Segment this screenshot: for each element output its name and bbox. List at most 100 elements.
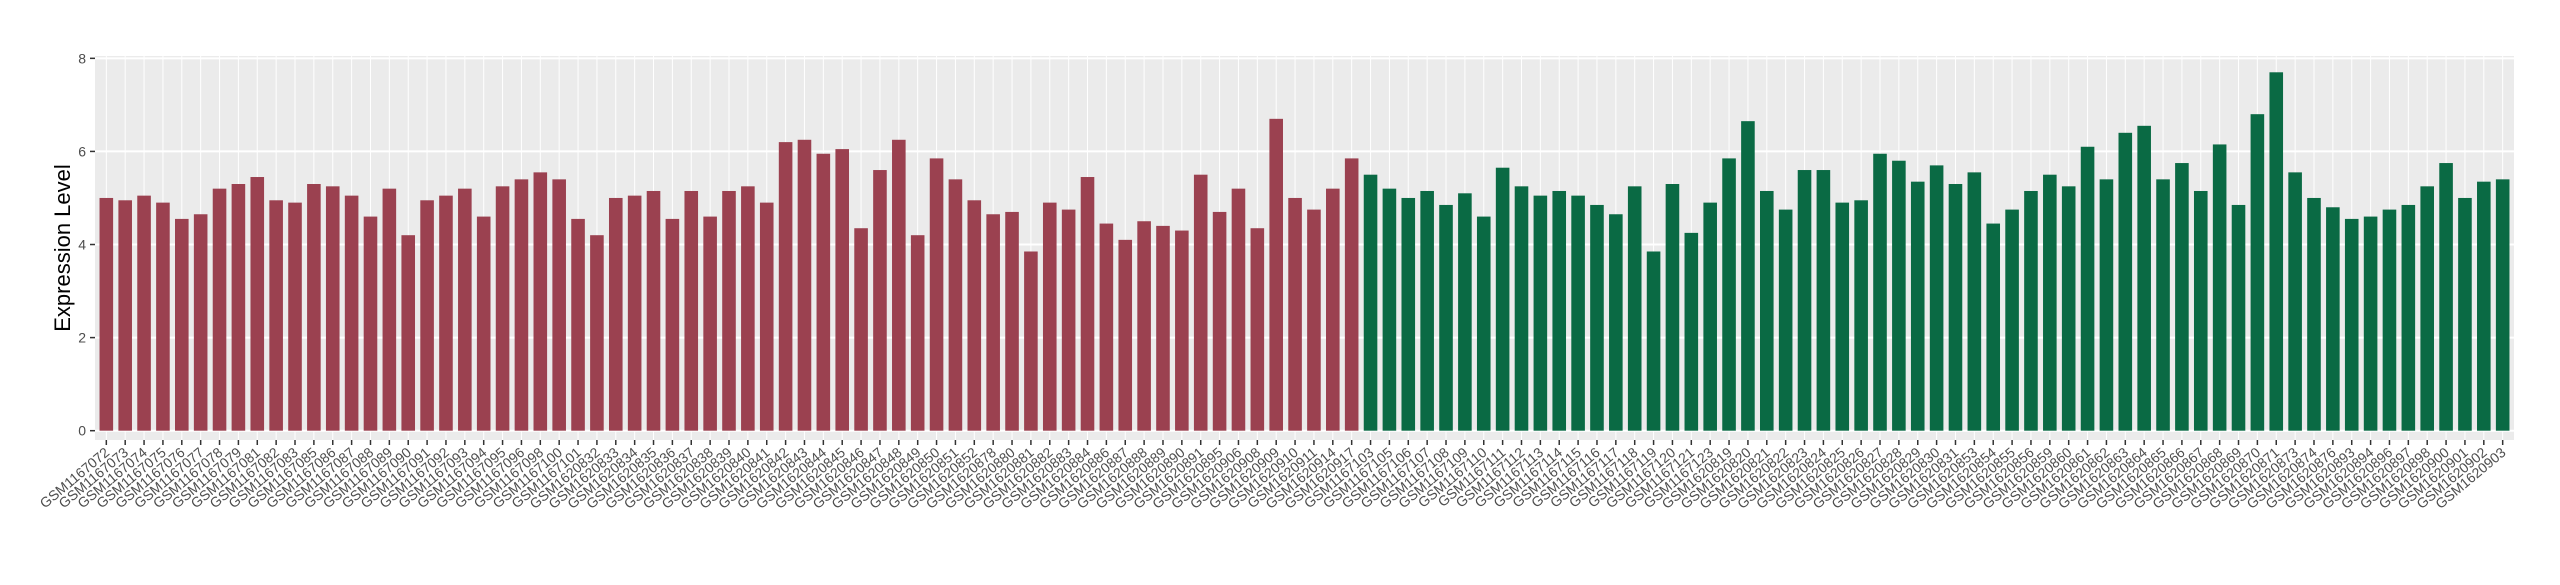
bar xyxy=(2212,144,2227,431)
bar xyxy=(1967,172,1982,431)
bar xyxy=(2024,190,2038,431)
bar xyxy=(2061,186,2076,431)
bar xyxy=(1722,158,1736,431)
bar xyxy=(250,177,265,431)
bar xyxy=(118,200,132,431)
bar xyxy=(2401,204,2416,431)
bar xyxy=(476,216,491,431)
bar xyxy=(1401,197,1416,431)
bar xyxy=(854,228,868,431)
bar xyxy=(816,153,831,431)
bar xyxy=(892,139,906,431)
bar xyxy=(684,190,699,431)
bar xyxy=(231,184,246,431)
y-tick-label: 4 xyxy=(78,237,86,253)
bar xyxy=(2344,218,2359,431)
bar xyxy=(2005,209,2019,431)
bar xyxy=(1646,251,1661,431)
bar xyxy=(967,200,982,431)
bar xyxy=(99,197,114,431)
bar xyxy=(2363,216,2378,431)
bar xyxy=(1061,209,1076,431)
bar xyxy=(1250,228,1265,431)
bar xyxy=(2043,174,2057,431)
bar xyxy=(1929,165,1944,431)
bar xyxy=(2099,179,2114,431)
bar xyxy=(533,172,548,431)
bar xyxy=(1854,200,1868,431)
bar xyxy=(1665,184,1680,431)
bar xyxy=(608,197,623,431)
bar xyxy=(910,235,925,431)
bar xyxy=(835,149,850,431)
bar xyxy=(1363,174,1378,431)
bar xyxy=(571,218,585,431)
bar xyxy=(1495,167,1510,431)
bar xyxy=(2193,190,2208,431)
bar xyxy=(797,139,812,431)
bar xyxy=(2250,114,2265,431)
bar xyxy=(665,218,680,431)
bar xyxy=(156,202,170,431)
bar xyxy=(1193,174,1208,431)
bar xyxy=(1948,184,1963,431)
bar xyxy=(1571,195,1585,431)
bar xyxy=(1703,202,1717,431)
bar xyxy=(1910,181,1925,431)
bar xyxy=(1797,170,1812,431)
bar xyxy=(1552,190,1567,431)
y-tick-label: 6 xyxy=(78,143,86,159)
bar xyxy=(1778,209,1793,431)
bar xyxy=(1175,230,1189,431)
bar xyxy=(1458,193,1472,431)
bar xyxy=(307,184,321,431)
bar xyxy=(1326,188,1340,431)
bar xyxy=(1269,118,1283,431)
bar xyxy=(1684,232,1699,431)
bar xyxy=(2477,181,2491,431)
bar xyxy=(2326,207,2340,431)
bar xyxy=(1024,251,1038,431)
bar xyxy=(1439,204,1453,431)
bar xyxy=(986,214,1000,431)
bar xyxy=(1099,223,1114,431)
bar xyxy=(2231,204,2246,431)
bar xyxy=(1307,209,1321,431)
bar xyxy=(1212,211,1227,431)
bar xyxy=(703,216,717,431)
bar xyxy=(627,195,642,431)
bar xyxy=(193,214,208,431)
bar xyxy=(1137,221,1151,431)
bar xyxy=(420,200,434,431)
bar xyxy=(175,218,189,431)
bar xyxy=(269,200,283,431)
bar xyxy=(929,158,944,431)
bar xyxy=(2458,197,2472,431)
bar xyxy=(1514,186,1529,431)
bar xyxy=(137,195,151,431)
bar xyxy=(212,188,227,431)
bar xyxy=(2420,186,2434,431)
bar xyxy=(1288,197,1302,431)
bar xyxy=(2288,172,2302,431)
y-tick-label: 8 xyxy=(78,50,86,66)
bar xyxy=(1005,211,1019,431)
bar xyxy=(1816,170,1831,431)
y-axis-label: Expression Level xyxy=(50,164,75,332)
bar xyxy=(1590,204,1604,431)
bar xyxy=(590,235,604,431)
y-tick-label: 0 xyxy=(78,423,86,439)
bar xyxy=(1382,188,1397,431)
bar xyxy=(1156,225,1170,431)
bar xyxy=(1344,158,1359,431)
bar xyxy=(646,190,661,431)
bar xyxy=(1080,177,1095,431)
bar xyxy=(1420,190,1434,431)
bar xyxy=(2175,163,2189,431)
bar xyxy=(1042,202,1057,431)
bar xyxy=(2269,72,2284,431)
bar xyxy=(1986,223,2001,431)
bar xyxy=(439,195,453,431)
bar xyxy=(1741,121,1755,431)
